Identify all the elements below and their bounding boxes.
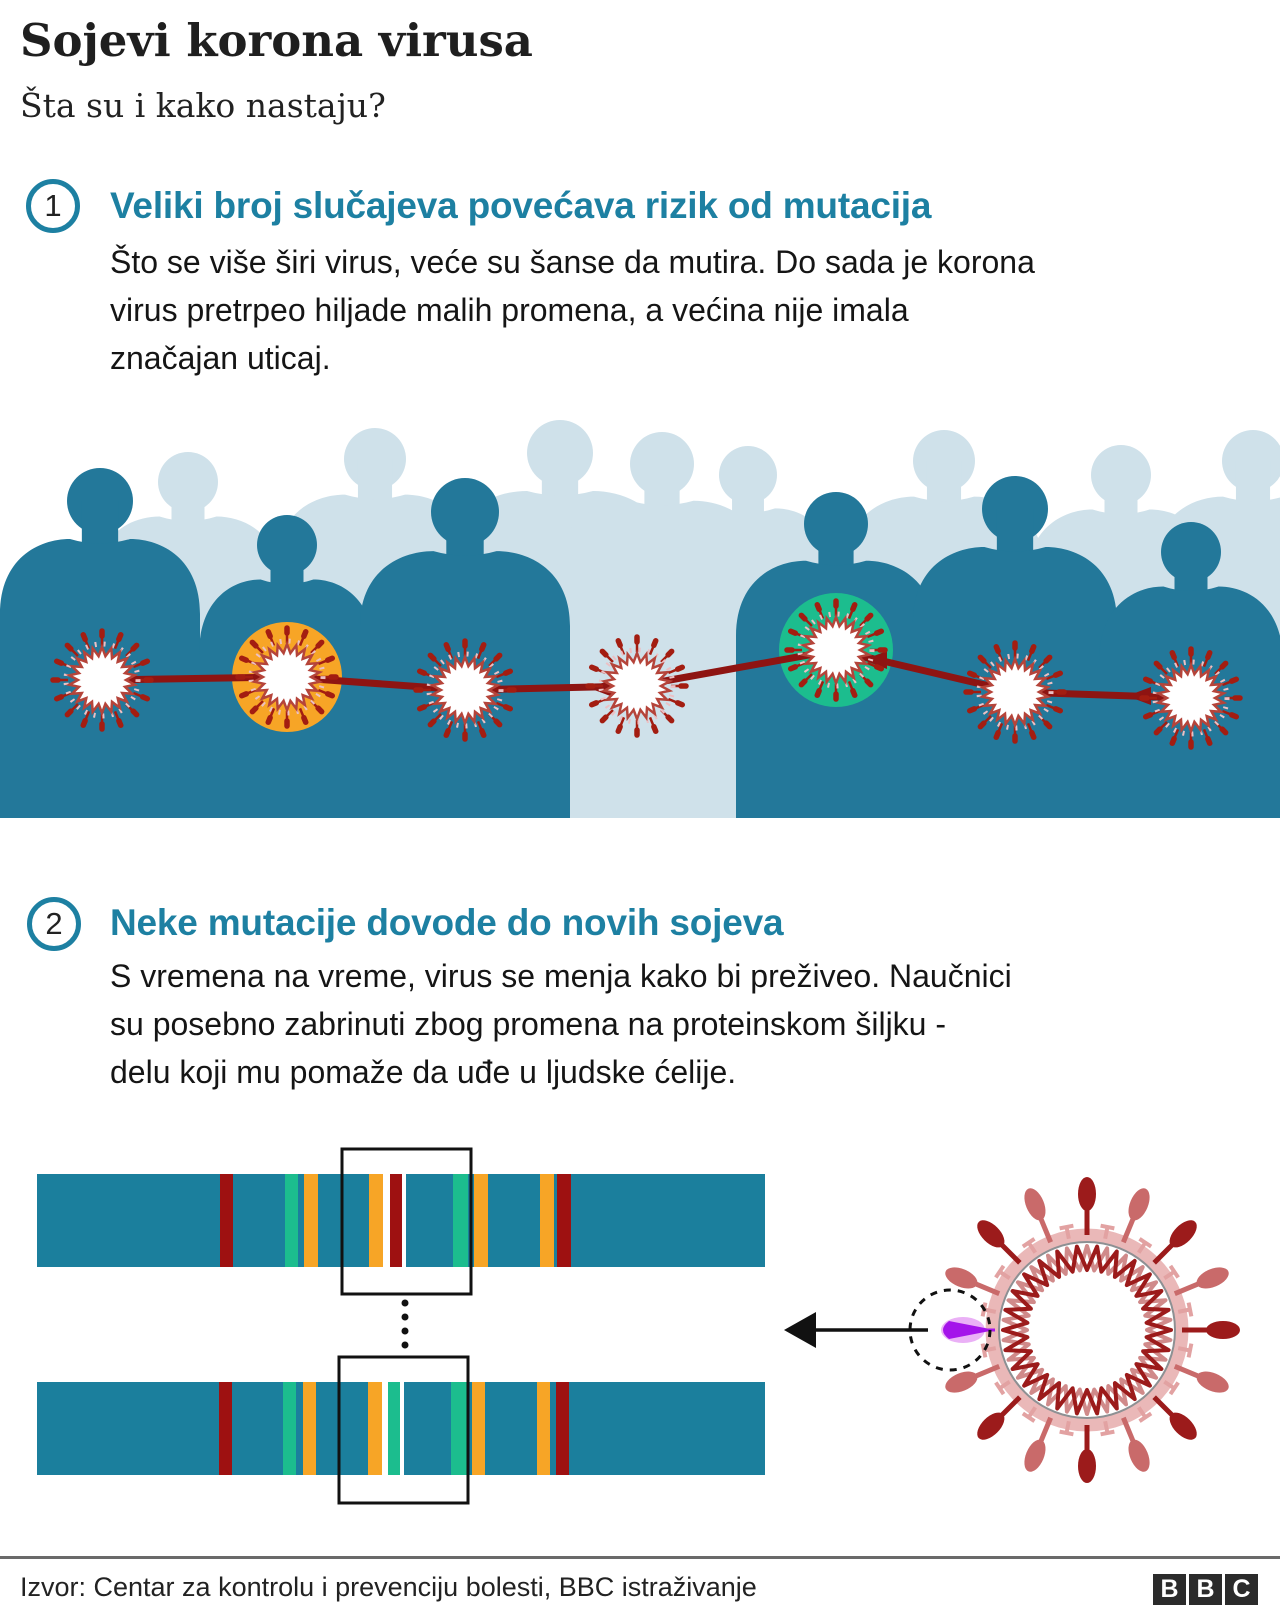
section-1-body-line-2: virus pretrpeo hiljade malih promena, a … [110, 292, 909, 328]
genome-stripe-orange [540, 1174, 554, 1267]
genome-stripe-orange [537, 1382, 550, 1475]
virus-icon [235, 625, 339, 729]
bbc-logo-letter: B [1153, 1574, 1186, 1605]
section-1-body-line-1: Što se više širi virus, veće su šanse da… [110, 244, 1035, 280]
ellipsis-dot [401, 1327, 409, 1335]
zoom-box [337, 1355, 470, 1505]
virus-icon [50, 628, 154, 732]
source-text: Izvor: Centar za kontrolu i prevenciju b… [20, 1572, 757, 1602]
step-1-number: 1 [44, 188, 62, 223]
step-2-badge: 2 [27, 897, 81, 951]
virus-icon [784, 598, 888, 702]
dashed-circle [908, 1288, 992, 1372]
page-subtitle: Šta su i kako nastaju? [20, 86, 386, 125]
zoom-box [340, 1147, 473, 1296]
section-2-body-line-2: su posebno zabrinuti zbog promena na pro… [110, 1006, 947, 1042]
section-1-body-line-3: značajan uticaj. [110, 340, 331, 376]
section-1-body: Što se više širi virus, veće su šanse da… [110, 238, 1035, 382]
genome-stripe-red [219, 1382, 232, 1475]
bbc-logo-letter: C [1225, 1574, 1258, 1605]
genome-stripe-green [453, 1174, 468, 1267]
genome-stripe-green [388, 1382, 400, 1475]
arrow-left-head [784, 1312, 816, 1348]
genome-stripe-orange [304, 1174, 318, 1267]
mutated-spike-highlight [941, 1317, 995, 1343]
step-2-number: 2 [45, 906, 63, 941]
genome-stripe-green [285, 1174, 298, 1267]
virus-icon [963, 640, 1067, 744]
genome-stripe-white [382, 1382, 388, 1475]
coronavirus-icon [945, 1177, 1240, 1483]
ellipsis-dot [401, 1313, 409, 1321]
genome-stripe-orange [303, 1382, 316, 1475]
ellipsis-dot [401, 1299, 409, 1307]
bbc-logo: B B C [1153, 1574, 1258, 1605]
virus-icon [585, 634, 689, 738]
section-1-heading: Veliki broj slučajeva povećava rizik od … [110, 185, 932, 226]
section-2-heading: Neke mutacije dovode do novih sojeva [110, 902, 784, 943]
genome-stripe-orange [369, 1174, 383, 1267]
genome-stripe-orange [472, 1382, 485, 1475]
bbc-logo-letter: B [1189, 1574, 1222, 1605]
section-2-body-line-1: S vremena na vreme, virus se menja kako … [110, 958, 1012, 994]
genome-stripe-red [557, 1174, 571, 1267]
genome-stripe-white [400, 1382, 404, 1475]
genome-bar [37, 1382, 765, 1475]
transmission-arrowhead [863, 651, 887, 669]
virus-icon [413, 638, 517, 742]
genome-mutation-illustration [37, 1147, 1240, 1505]
genome-stripe-orange [474, 1174, 488, 1267]
genome-stripe-red [390, 1174, 402, 1267]
genome-stripe-green [283, 1382, 296, 1475]
genome-bar [37, 1174, 765, 1267]
genome-stripe-white [402, 1174, 406, 1267]
section-2-body: S vremena na vreme, virus se menja kako … [110, 952, 1012, 1096]
genome-stripe-red [556, 1382, 569, 1475]
virus-icon [1139, 646, 1243, 750]
crowd-transmission-illustration [0, 420, 1280, 818]
genome-stripe-orange [368, 1382, 382, 1475]
step-1-badge: 1 [26, 179, 80, 233]
genome-stripe-red [220, 1174, 233, 1267]
page-title: Sojevi korona virusa [20, 14, 533, 67]
genome-stripe-green [451, 1382, 467, 1475]
ellipsis-dot [401, 1341, 409, 1349]
footer-divider [0, 1556, 1280, 1559]
genome-stripe-white [383, 1174, 390, 1267]
section-2-body-line-3: delu koji mu pomaže da uđe u ljudske ćel… [110, 1054, 737, 1090]
